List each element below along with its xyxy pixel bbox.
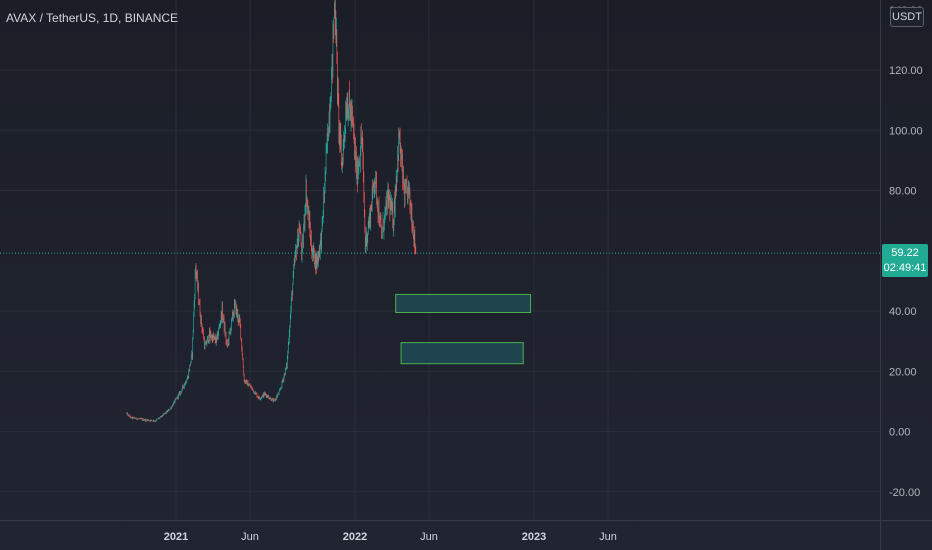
last-price-badge: 59.22 02:49:41 [882, 244, 928, 277]
time-tick-label: Jun [241, 531, 259, 543]
symbol-title[interactable]: AVAX / TetherUS, 1D, BINANCE [6, 11, 179, 25]
price-tick-label: 100.00 [889, 125, 923, 137]
support-zone-1[interactable] [395, 293, 532, 314]
currency-tag[interactable]: USDT [890, 7, 924, 27]
candle-countdown: 02:49:41 [883, 262, 927, 274]
time-tick-label: Jun [599, 531, 617, 543]
price-tick-label: -20.00 [889, 487, 920, 499]
last-price-value: 59.22 [891, 247, 919, 259]
price-tick-label: 0.00 [889, 427, 910, 439]
time-tick-label: Jun [420, 531, 438, 543]
price-tick-label: 120.00 [889, 65, 923, 77]
price-tick-label: 40.00 [889, 306, 917, 318]
price-tick-label: 20.00 [889, 366, 917, 378]
support-zone-2[interactable] [400, 342, 524, 365]
time-tick-label: 2021 [164, 531, 188, 543]
time-tick-label: 2022 [343, 531, 367, 543]
price-tick-label: 80.00 [889, 186, 917, 198]
time-tick-label: 2023 [522, 531, 546, 543]
